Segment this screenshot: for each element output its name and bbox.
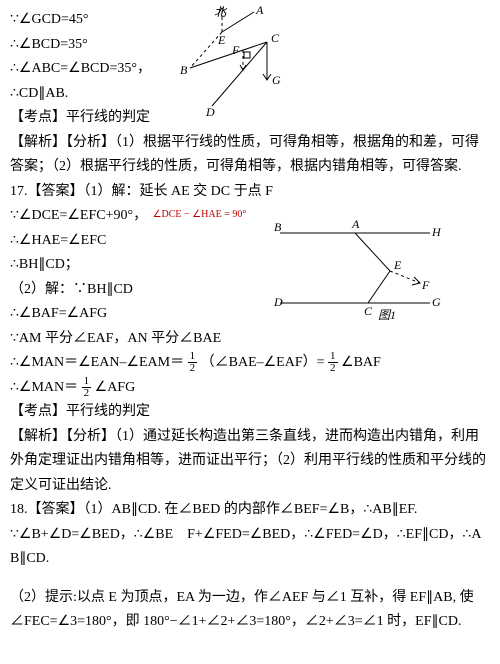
line-1: ∵∠GCD=45° [10, 8, 490, 33]
line-4: ∴CD∥AB. [10, 82, 490, 107]
fraction-half-1: 12 [188, 351, 198, 374]
line-15: ∴∠MAN＝ 12 ∠AFG [10, 376, 490, 401]
line-8a: ∵∠DCE=∠EFC+90°， [10, 208, 147, 223]
line-17: 【解析】【分析】（1）通过延长构造出第三条直线，进而构造出内错角，利用外角定理证… [10, 425, 490, 499]
l15b: ∠AFG [95, 380, 136, 395]
line-10: ∴BH∥CD； [10, 253, 490, 278]
l14c: ∠BAF [341, 355, 381, 370]
l14b: （∠BAE–∠EAF）= [201, 355, 325, 370]
line-19: （2）提示:以点 E 为顶点，EA 为一边，作∠AEF 与∠1 互补，得 EF∥… [10, 586, 490, 635]
line-5: 【考点】平行线的判定 [10, 106, 490, 131]
line-13: ∵AM 平分∠EAF，AN 平分∠BAE [10, 327, 490, 352]
line-18: 18.【答案】（1）AB∥CD. 在∠BED 的内部作∠BEF=∠B，∴AB∥E… [10, 498, 490, 572]
line-14: ∴∠MAN＝∠EAN–∠EAM＝ 12 （∠BAE–∠EAF）= 12 ∠BAF [10, 351, 490, 376]
line-8: ∵∠DCE=∠EFC+90°， ∠DCE − ∠HAE = 90° [10, 204, 490, 229]
line-8-note: ∠DCE − ∠HAE = 90° [151, 209, 247, 220]
fraction-half-3: 12 [82, 376, 92, 399]
line-9: ∴∠HAE=∠EFC [10, 229, 490, 254]
line-7: 17.【答案】（1）解：延长 AE 交 DC 于点 F [10, 180, 490, 205]
line-11: （2）解：∵BH∥CD [10, 278, 490, 303]
line-6: 【解析】【分析】（1）根据平行线的性质，可得角相等，根据角的和差，可得答案；（2… [10, 131, 490, 180]
fraction-half-2: 12 [328, 351, 338, 374]
l14a: ∴∠MAN＝∠EAN–∠EAM＝ [10, 355, 184, 370]
line-3: ∴∠ABC=∠BCD=35°， [10, 57, 490, 82]
blank [10, 572, 490, 586]
line-16: 【考点】平行线的判定 [10, 400, 490, 425]
l15a: ∴∠MAN＝ [10, 380, 78, 395]
line-12: ∴∠BAF=∠AFG [10, 302, 490, 327]
line-2: ∴∠BCD=35° [10, 33, 490, 58]
